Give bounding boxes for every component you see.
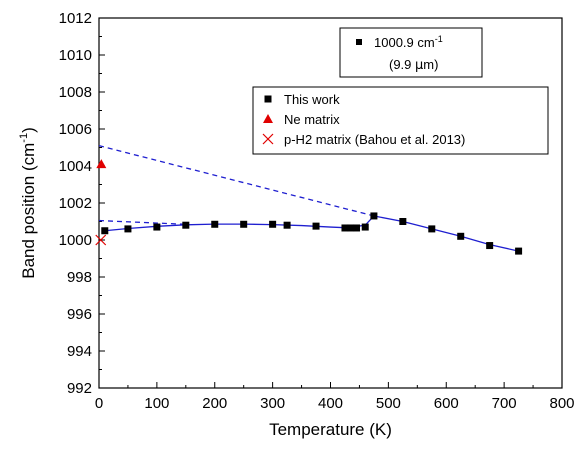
data-point-square: [399, 218, 407, 225]
y-tick-label: 1006: [59, 121, 92, 138]
data-point-square: [101, 227, 109, 235]
legend-label: p-H2 matrix (Bahou et al. 2013): [284, 132, 465, 147]
y-axis-label-main: Band position (cm: [19, 143, 38, 279]
data-point-square: [353, 224, 361, 232]
legend-marker-square: [264, 95, 272, 103]
y-tick-label: 1004: [59, 158, 92, 175]
data-point-square: [312, 222, 320, 230]
band-wavelength-post: m): [423, 57, 438, 72]
band-wavelength-mu: μ: [415, 58, 423, 73]
legend-label: This work: [284, 92, 340, 107]
x-tick-label: 100: [144, 395, 169, 412]
legend-frame: [252, 86, 549, 155]
x-tick-label: 800: [549, 395, 574, 412]
x-tick-label: 700: [492, 395, 517, 412]
x-tick-label: 200: [202, 395, 227, 412]
x-axis-label: Temperature (K): [269, 420, 392, 439]
band-annotation-frame: [339, 27, 483, 78]
data-points: [95, 159, 523, 255]
y-tick-label: 1010: [59, 47, 92, 64]
data-point-square: [269, 220, 277, 228]
y-tick-label: 1008: [59, 84, 92, 101]
data-point-x: [95, 234, 107, 246]
band-annotation-box: 1000.9 cm-1 (9.9 μm): [339, 27, 483, 78]
y-axis-label-end: ): [19, 127, 38, 133]
band-value-sup: -1: [435, 34, 443, 44]
legend: This work Ne matrix p-H2 matrix (Bahou et …: [252, 86, 549, 155]
data-point-triangle: [96, 159, 107, 169]
y-tick-label: 1012: [59, 10, 92, 27]
data-point-square: [182, 221, 190, 229]
band-value: 1000.9 cm: [374, 35, 435, 50]
data-point-square: [457, 232, 465, 240]
y-tick-label: 996: [67, 306, 92, 323]
band-annotation-line2: (9.9 μm): [389, 57, 438, 73]
fit-line-dashed: [98, 145, 375, 217]
data-point-square: [153, 223, 161, 231]
axis-ticks: 0 100 200 300 400 500 600 700 800 992 994 996 998 100…: [59, 10, 575, 412]
data-point-square: [361, 223, 369, 231]
y-tick-label: 998: [67, 269, 92, 286]
x-tick-label: 600: [434, 395, 459, 412]
band-annotation-line1: 1000.9 cm-1: [374, 34, 443, 50]
y-tick-label: 992: [67, 380, 92, 397]
x-tick-label: 300: [260, 395, 285, 412]
y-tick-label: 994: [67, 343, 92, 360]
x-tick-label: 0: [95, 395, 103, 412]
fit-line-dashed: [98, 219, 186, 225]
data-point-square: [486, 242, 494, 250]
legend-marker-x: [262, 133, 274, 145]
fit-lines: [98, 145, 519, 252]
data-point-square: [283, 221, 291, 229]
data-point-square: [124, 225, 132, 233]
legend-marker-triangle: [263, 114, 273, 123]
data-point-square: [240, 220, 248, 228]
data-point-square: [347, 224, 355, 232]
data-point-square: [370, 212, 378, 220]
x-tick-label: 500: [376, 395, 401, 412]
fit-line-solid: [104, 215, 519, 252]
data-point-square: [428, 225, 436, 233]
legend-items: This work Ne matrix p-H2 matrix (Bahou et …: [262, 92, 465, 147]
y-axis-label-sup: -1: [18, 133, 30, 143]
band-annotation-marker: [356, 39, 362, 45]
data-point-square: [211, 220, 219, 228]
y-axis-label: Band position (cm-1): [18, 127, 38, 279]
band-wavelength-pre: (9.9: [389, 57, 415, 72]
data-point-square: [341, 224, 349, 232]
legend-label: Ne matrix: [284, 112, 340, 127]
x-tick-label: 400: [318, 395, 343, 412]
y-tick-label: 1002: [59, 195, 92, 212]
y-tick-label: 1000: [59, 232, 92, 249]
data-point-square: [515, 247, 523, 255]
plot-frame: [98, 17, 563, 389]
